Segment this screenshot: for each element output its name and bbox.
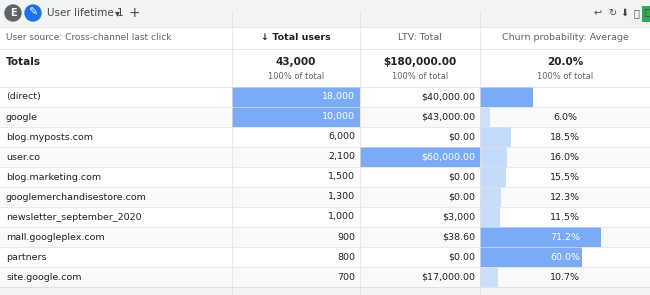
- Text: $40,000.00: $40,000.00: [421, 93, 475, 101]
- Bar: [480, 87, 532, 107]
- Text: partners: partners: [6, 253, 47, 261]
- Bar: [0, 147, 650, 167]
- Bar: [480, 167, 506, 187]
- Circle shape: [5, 5, 21, 21]
- Bar: [480, 247, 582, 267]
- Bar: [0, 167, 650, 187]
- Text: $38.60: $38.60: [442, 232, 475, 242]
- Bar: [0, 27, 650, 49]
- Bar: [480, 147, 507, 167]
- Text: LTV: Total: LTV: Total: [398, 34, 442, 42]
- Bar: [480, 187, 501, 207]
- Bar: [0, 247, 650, 267]
- Text: User lifetime 1: User lifetime 1: [47, 8, 124, 18]
- Text: ⬇: ⬇: [620, 8, 628, 18]
- Text: user.co: user.co: [6, 153, 40, 161]
- Text: (direct): (direct): [6, 93, 41, 101]
- Bar: [480, 207, 500, 227]
- Text: $0.00: $0.00: [448, 253, 475, 261]
- Text: 1,300: 1,300: [328, 193, 355, 201]
- Bar: [0, 207, 650, 227]
- Text: E: E: [10, 8, 16, 18]
- Text: 18.5%: 18.5%: [550, 132, 580, 142]
- Text: 18,000: 18,000: [322, 93, 355, 101]
- Text: $180,000.00: $180,000.00: [384, 57, 456, 67]
- Text: 100% of total: 100% of total: [392, 72, 448, 81]
- Text: 16.0%: 16.0%: [550, 153, 580, 161]
- Text: ↓ Total users: ↓ Total users: [261, 34, 331, 42]
- Text: Totals: Totals: [6, 57, 41, 67]
- Bar: [0, 187, 650, 207]
- Text: 30.9%: 30.9%: [550, 93, 580, 101]
- Text: mall.googleplex.com: mall.googleplex.com: [6, 232, 105, 242]
- Bar: [0, 107, 650, 127]
- Bar: [480, 267, 498, 287]
- Text: 100% of total: 100% of total: [268, 72, 324, 81]
- Bar: [0, 267, 650, 287]
- Bar: [0, 127, 650, 147]
- Text: blog.myposts.com: blog.myposts.com: [6, 132, 93, 142]
- Text: 700: 700: [337, 273, 355, 281]
- Text: blog.marketing.com: blog.marketing.com: [6, 173, 101, 181]
- Text: ↻: ↻: [608, 8, 616, 18]
- Text: $43,000.00: $43,000.00: [421, 112, 475, 122]
- Text: 10.7%: 10.7%: [550, 273, 580, 281]
- Bar: [232, 87, 360, 107]
- Text: 43,000: 43,000: [276, 57, 316, 67]
- Bar: [232, 107, 360, 127]
- Text: site.google.com: site.google.com: [6, 273, 81, 281]
- Text: $0.00: $0.00: [448, 193, 475, 201]
- Text: 1,500: 1,500: [328, 173, 355, 181]
- Bar: [0, 49, 650, 87]
- Text: $0.00: $0.00: [448, 132, 475, 142]
- Text: ✎: ✎: [29, 8, 38, 18]
- Text: 100% of total: 100% of total: [537, 72, 593, 81]
- Text: 12.3%: 12.3%: [550, 193, 580, 201]
- Bar: [642, 6, 650, 22]
- Text: newsletter_september_2020: newsletter_september_2020: [6, 212, 142, 222]
- Bar: [480, 127, 512, 147]
- Text: □: □: [644, 8, 650, 18]
- Text: 800: 800: [337, 253, 355, 261]
- Text: $3,000: $3,000: [442, 212, 475, 222]
- Text: ▾: ▾: [115, 8, 120, 18]
- Text: Churn probability: Average: Churn probability: Average: [502, 34, 629, 42]
- Text: 15.5%: 15.5%: [550, 173, 580, 181]
- Text: 71.2%: 71.2%: [550, 232, 580, 242]
- Text: 6,000: 6,000: [328, 132, 355, 142]
- Text: 10,000: 10,000: [322, 112, 355, 122]
- Bar: [0, 0, 650, 27]
- Text: 900: 900: [337, 232, 355, 242]
- Text: googlemerchandisestore.com: googlemerchandisestore.com: [6, 193, 147, 201]
- Bar: [480, 107, 490, 127]
- Text: $0.00: $0.00: [448, 173, 475, 181]
- Text: 👥: 👥: [633, 8, 639, 18]
- Text: 6.0%: 6.0%: [553, 112, 577, 122]
- Bar: [0, 87, 650, 107]
- Text: 11.5%: 11.5%: [550, 212, 580, 222]
- Text: ↩: ↩: [594, 8, 602, 18]
- Text: $17,000.00: $17,000.00: [421, 273, 475, 281]
- Text: 20.0%: 20.0%: [547, 57, 583, 67]
- Bar: [480, 227, 601, 247]
- Text: 1,000: 1,000: [328, 212, 355, 222]
- Text: $60,000.00: $60,000.00: [421, 153, 475, 161]
- Text: 60.0%: 60.0%: [550, 253, 580, 261]
- Bar: [0, 227, 650, 247]
- Circle shape: [25, 5, 41, 21]
- Bar: [360, 147, 480, 167]
- Text: google: google: [6, 112, 38, 122]
- Text: +: +: [128, 6, 140, 20]
- Text: 2,100: 2,100: [328, 153, 355, 161]
- Text: User source: Cross-channel last click: User source: Cross-channel last click: [6, 34, 172, 42]
